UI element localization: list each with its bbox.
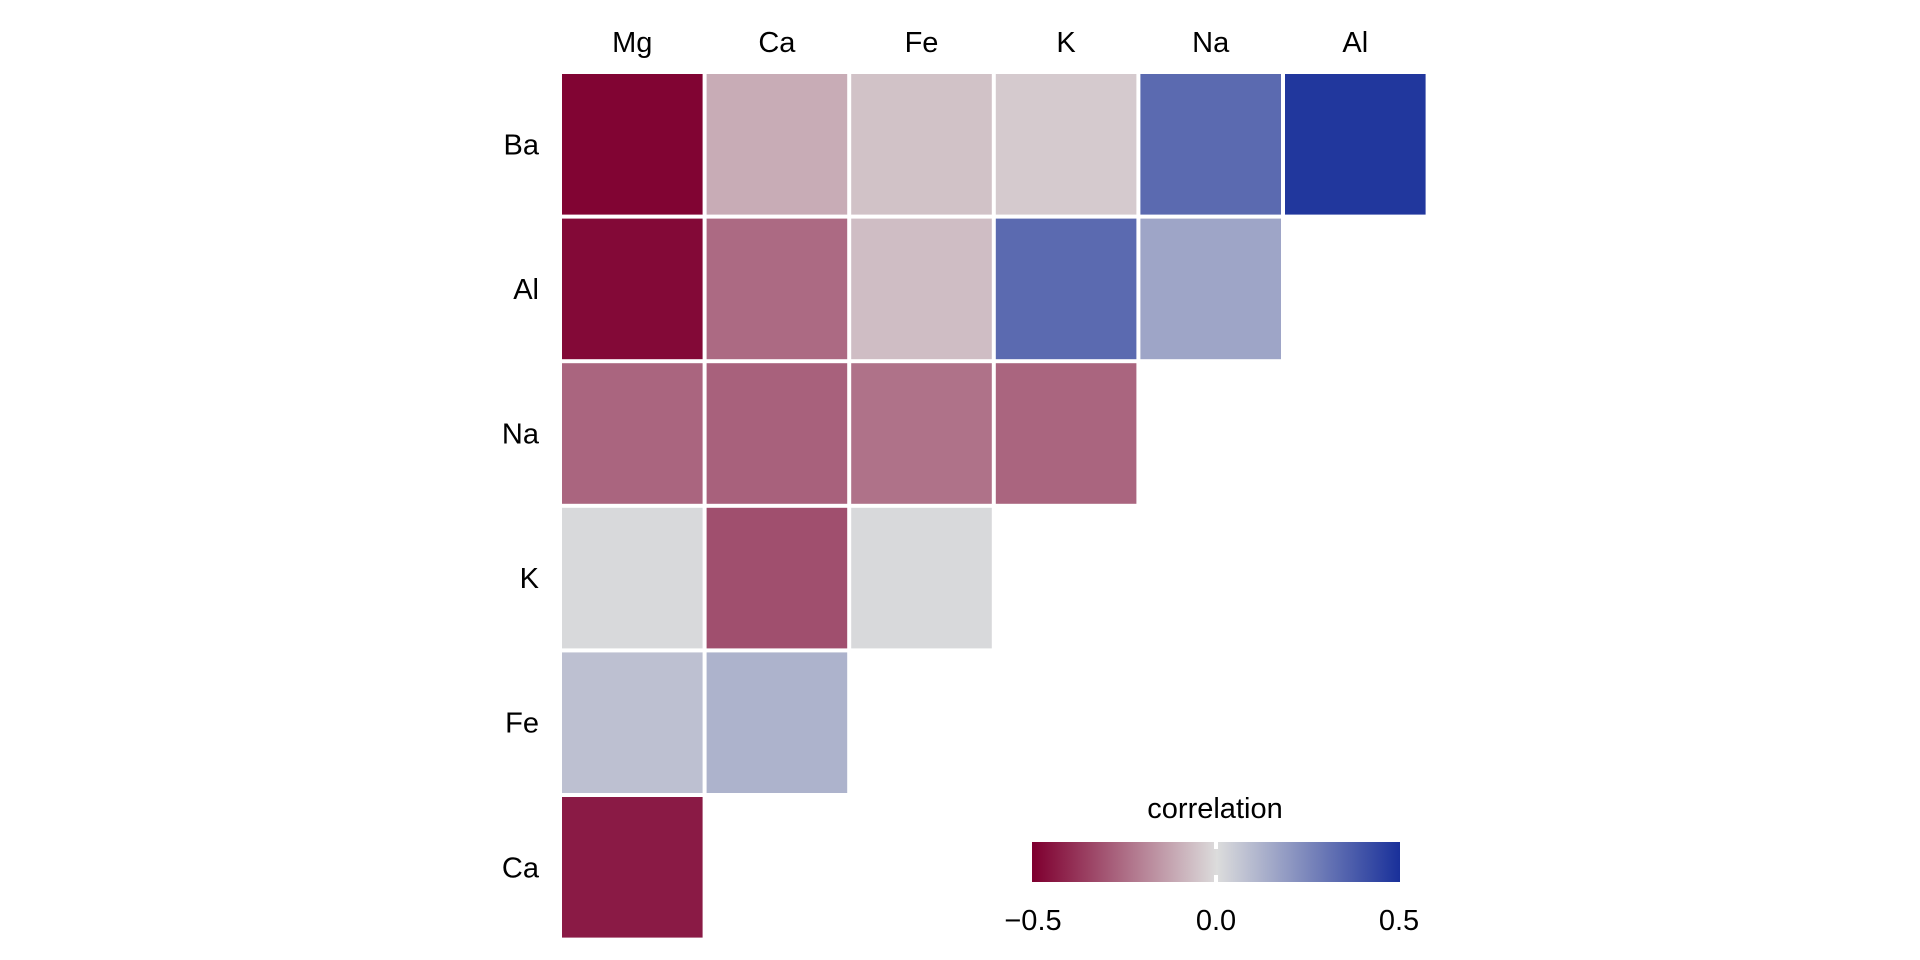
heatmap-cell-k-ca <box>706 507 848 649</box>
heatmap-cell-ba-mg <box>562 74 703 215</box>
y-tick-label: K <box>520 563 540 595</box>
x-axis-labels: Mg Ca Fe K Na Al <box>612 27 1368 59</box>
heatmap-cell-na-k <box>995 363 1137 504</box>
legend-tick-low <box>1032 842 1035 882</box>
y-axis-labels: Ba Al Na K Fe Ca <box>502 129 540 884</box>
x-tick-label: K <box>1056 27 1076 59</box>
x-tick-label: Al <box>1342 27 1368 59</box>
legend-tick-mid-bottom <box>1214 875 1218 882</box>
heatmap-cell-al-k <box>995 218 1137 360</box>
heatmap-cell-k-fe <box>851 507 992 649</box>
heatmap-cell-ca-mg <box>562 797 703 938</box>
heatmap-cell-fe-ca <box>706 652 848 793</box>
heatmap-cell-al-mg <box>562 218 703 360</box>
heatmap-cells <box>562 74 1426 938</box>
x-tick-label: Mg <box>612 27 652 59</box>
legend-tick-label: 0.5 <box>1379 905 1419 937</box>
heatmap-cell-ba-al <box>1285 74 1426 215</box>
heatmap-cell-na-ca <box>706 363 848 504</box>
heatmap-cell-fe-mg <box>562 652 703 793</box>
y-tick-label: Fe <box>505 708 539 740</box>
legend-tick-label: 0.0 <box>1196 905 1236 937</box>
heatmap-cell-ba-ca <box>706 74 848 215</box>
x-tick-label: Ca <box>758 27 796 59</box>
y-tick-label: Al <box>513 274 539 306</box>
y-tick-label: Ca <box>502 852 540 884</box>
y-tick-label: Na <box>502 419 540 451</box>
heatmap-cell-al-na <box>1140 218 1281 360</box>
y-tick-label: Ba <box>504 129 540 161</box>
heatmap-cell-ba-k <box>995 74 1137 215</box>
heatmap-cell-ba-fe <box>851 74 992 215</box>
heatmap-cell-na-mg <box>562 363 703 504</box>
legend-tick-mid <box>1214 842 1218 849</box>
heatmap-cell-al-ca <box>706 218 848 360</box>
legend-tick-label: −0.5 <box>1004 905 1061 937</box>
x-tick-label: Na <box>1192 27 1230 59</box>
heatmap-cell-al-fe <box>851 218 992 360</box>
heatmap-cell-na-fe <box>851 363 992 504</box>
legend: correlation −0.5 0.0 0.5 <box>1004 793 1419 937</box>
heatmap-cell-ba-na <box>1140 74 1281 215</box>
x-tick-label: Fe <box>905 27 939 59</box>
heatmap-cell-k-mg <box>562 507 703 649</box>
legend-title: correlation <box>1147 793 1282 825</box>
